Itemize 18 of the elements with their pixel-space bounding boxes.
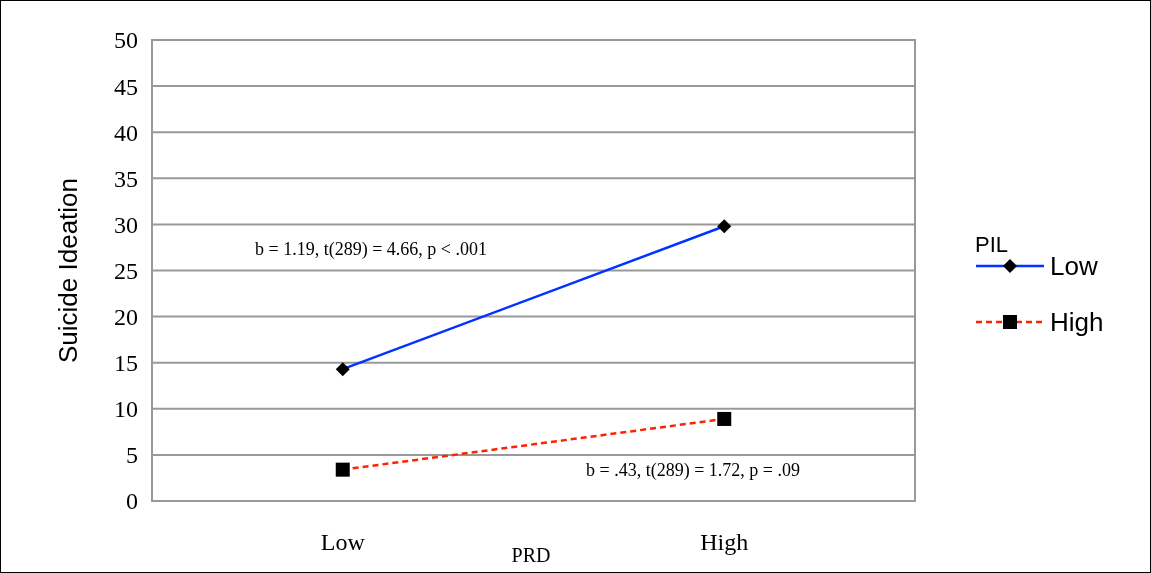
- y-tick-label: 5: [126, 442, 138, 469]
- annotation: b = 1.19, t(289) = 4.66, p < .001: [255, 239, 487, 260]
- y-tick-label: 40: [114, 119, 138, 146]
- y-axis-title: Suicide Ideation: [53, 177, 83, 364]
- legend-label: High: [1050, 307, 1104, 338]
- y-tick-label: 15: [114, 350, 138, 377]
- y-tick-label: 20: [114, 304, 138, 330]
- y-tick-label: 45: [114, 73, 138, 100]
- legend-label: Low: [1050, 251, 1098, 282]
- y-tick-label: 35: [114, 165, 138, 192]
- y-tick-label: 30: [114, 211, 138, 238]
- y-tick-label: 10: [114, 396, 138, 423]
- annotation: b = .43, t(289) = 1.72, p = .09: [586, 460, 800, 481]
- y-tick-label: 0: [126, 488, 138, 515]
- y-tick-label: 25: [114, 257, 138, 284]
- legend-title: PIL: [975, 232, 1009, 257]
- y-tick-label: 50: [114, 27, 138, 54]
- x-axis-title: PRD: [511, 544, 551, 566]
